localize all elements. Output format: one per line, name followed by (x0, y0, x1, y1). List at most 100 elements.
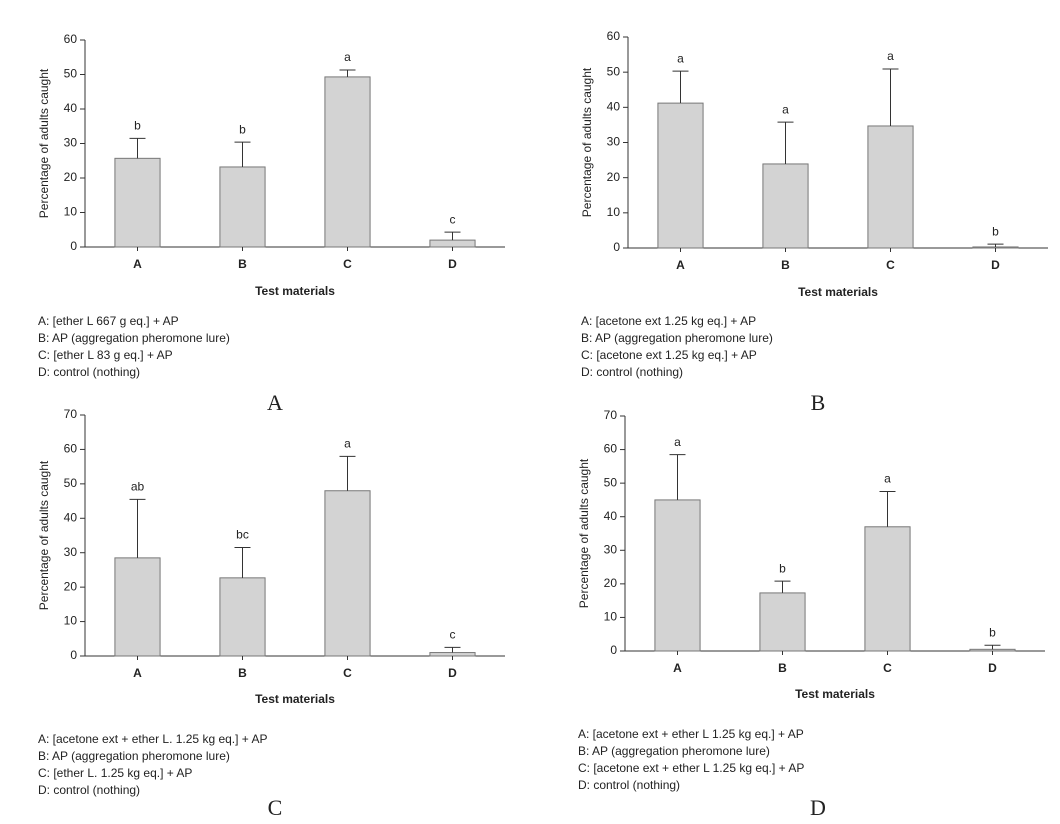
bar (219, 577, 266, 657)
legend-note: C: [ether L 83 g eq.] + AP (38, 348, 173, 362)
legend-note: D: control (nothing) (578, 778, 680, 792)
bar (429, 239, 476, 248)
error-bar (669, 454, 686, 500)
y-tick-label: 40 (64, 101, 78, 115)
error-bar (339, 69, 356, 77)
y-tick-label: 60 (607, 29, 621, 43)
bar (657, 102, 704, 249)
error-bar (984, 644, 1001, 650)
y-tick-label: 0 (70, 239, 77, 253)
legend-note: C: [acetone ext + ether L 1.25 kg eq.] +… (578, 761, 804, 775)
x-tick-label: C (343, 666, 352, 680)
bar (972, 246, 1019, 249)
y-tick-label: 0 (610, 643, 617, 657)
legend-note: A: [acetone ext + ether L 1.25 kg eq.] +… (578, 727, 804, 741)
y-tick-label: 10 (607, 205, 621, 219)
y-tick-label: 0 (613, 240, 620, 254)
error-bar (234, 547, 251, 578)
legend-note: D: control (nothing) (38, 783, 140, 797)
y-tick-label: 70 (604, 408, 618, 422)
significance-letter: a (884, 472, 891, 486)
y-axis-label: Percentage of adults caught (580, 67, 594, 217)
x-tick-label: D (448, 257, 457, 271)
y-tick-label: 60 (64, 442, 78, 456)
significance-letter: b (779, 561, 786, 575)
y-tick-label: 20 (64, 579, 78, 593)
error-bar (129, 137, 146, 159)
significance-letter: a (344, 436, 351, 450)
significance-letter: a (674, 435, 681, 449)
error-bar (129, 498, 146, 558)
x-tick-label: C (886, 258, 895, 272)
legend-note: B: AP (aggregation pheromone lure) (38, 749, 230, 763)
legend-note: B: AP (aggregation pheromone lure) (38, 331, 230, 345)
bar (864, 526, 911, 652)
bar (219, 166, 266, 248)
error-bar (339, 455, 356, 491)
x-tick-label: B (238, 666, 247, 680)
legend-note: A: [acetone ext + ether L. 1.25 kg eq.] … (38, 732, 268, 746)
significance-letter: b (239, 122, 246, 136)
y-tick-label: 30 (64, 545, 78, 559)
error-bar (882, 68, 899, 126)
x-tick-label: B (778, 661, 787, 675)
bar (969, 648, 1016, 652)
y-tick-label: 10 (64, 205, 78, 219)
y-tick-label: 0 (70, 648, 77, 662)
y-tick-label: 30 (64, 136, 78, 150)
x-tick-label: A (133, 257, 142, 271)
y-axis-label: Percentage of adults caught (577, 458, 591, 608)
y-tick-label: 40 (607, 100, 621, 114)
panel-label: A (267, 390, 283, 415)
x-axis-label: Test materials (795, 687, 875, 701)
significance-letter: b (134, 118, 141, 132)
significance-letter: a (782, 102, 789, 116)
y-tick-label: 50 (607, 64, 621, 78)
error-bar (234, 141, 251, 167)
y-axis-label: Percentage of adults caught (37, 68, 51, 218)
y-tick-label: 60 (604, 442, 618, 456)
significance-letter: a (344, 50, 351, 64)
y-axis-label: Percentage of adults caught (37, 460, 51, 610)
significance-letter: ab (131, 480, 145, 494)
legend-note: B: AP (aggregation pheromone lure) (578, 744, 770, 758)
legend-note: A: [ether L 667 g eq.] + AP (38, 314, 179, 328)
bar (324, 490, 371, 657)
x-tick-label: A (673, 661, 682, 675)
x-axis-label: Test materials (255, 692, 335, 706)
y-tick-label: 20 (607, 170, 621, 184)
x-tick-label: C (343, 257, 352, 271)
y-tick-label: 70 (64, 407, 78, 421)
error-bar (987, 243, 1004, 247)
significance-letter: a (677, 51, 684, 65)
bar (867, 125, 914, 249)
x-tick-label: D (448, 666, 457, 680)
legend-note: A: [acetone ext 1.25 kg eq.] + AP (581, 314, 756, 328)
error-bar (672, 70, 689, 104)
bar (114, 157, 161, 248)
x-tick-label: D (988, 661, 997, 675)
panel-label: B (811, 390, 826, 415)
y-tick-label: 40 (64, 510, 78, 524)
x-tick-label: C (883, 661, 892, 675)
x-tick-label: D (991, 258, 1000, 272)
x-axis-label: Test materials (798, 285, 878, 299)
x-tick-label: A (133, 666, 142, 680)
y-tick-label: 30 (604, 542, 618, 556)
significance-letter: c (450, 212, 456, 226)
bar (654, 499, 701, 652)
bar (762, 163, 809, 249)
legend-note: B: AP (aggregation pheromone lure) (581, 331, 773, 345)
y-tick-label: 50 (64, 67, 78, 81)
y-tick-label: 30 (607, 135, 621, 149)
legend-note: D: control (nothing) (581, 365, 683, 379)
y-tick-label: 50 (604, 475, 618, 489)
x-axis-label: Test materials (255, 284, 335, 298)
error-bar (444, 646, 461, 653)
panel-label: D (810, 795, 826, 820)
legend-note: C: [acetone ext 1.25 kg eq.] + AP (581, 348, 757, 362)
significance-letter: b (989, 625, 996, 639)
bar (429, 652, 476, 657)
